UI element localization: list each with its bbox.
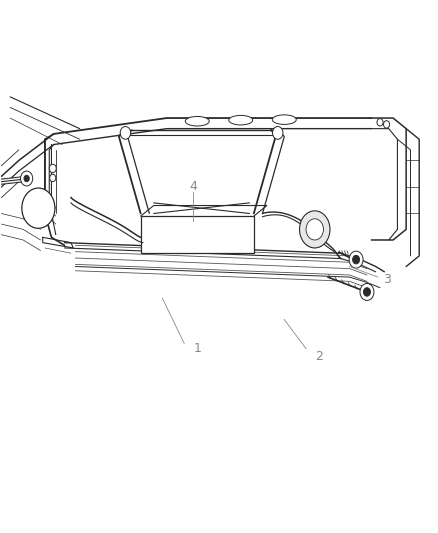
Polygon shape [141, 216, 254, 253]
Circle shape [49, 174, 56, 182]
Ellipse shape [229, 115, 253, 125]
Circle shape [377, 118, 383, 126]
Circle shape [22, 188, 55, 228]
Circle shape [364, 288, 371, 296]
Circle shape [384, 120, 390, 128]
Circle shape [360, 284, 374, 301]
Circle shape [21, 171, 33, 186]
Ellipse shape [185, 116, 209, 126]
Circle shape [24, 175, 29, 182]
Circle shape [272, 126, 283, 139]
Ellipse shape [272, 115, 296, 124]
Circle shape [349, 251, 363, 268]
Text: 4: 4 [189, 181, 197, 193]
Text: 3: 3 [383, 273, 391, 286]
Circle shape [353, 255, 360, 264]
Circle shape [306, 219, 323, 240]
Circle shape [300, 211, 330, 248]
Circle shape [120, 126, 131, 139]
Text: 1: 1 [193, 342, 201, 355]
Circle shape [49, 164, 56, 173]
Text: 2: 2 [315, 350, 323, 363]
